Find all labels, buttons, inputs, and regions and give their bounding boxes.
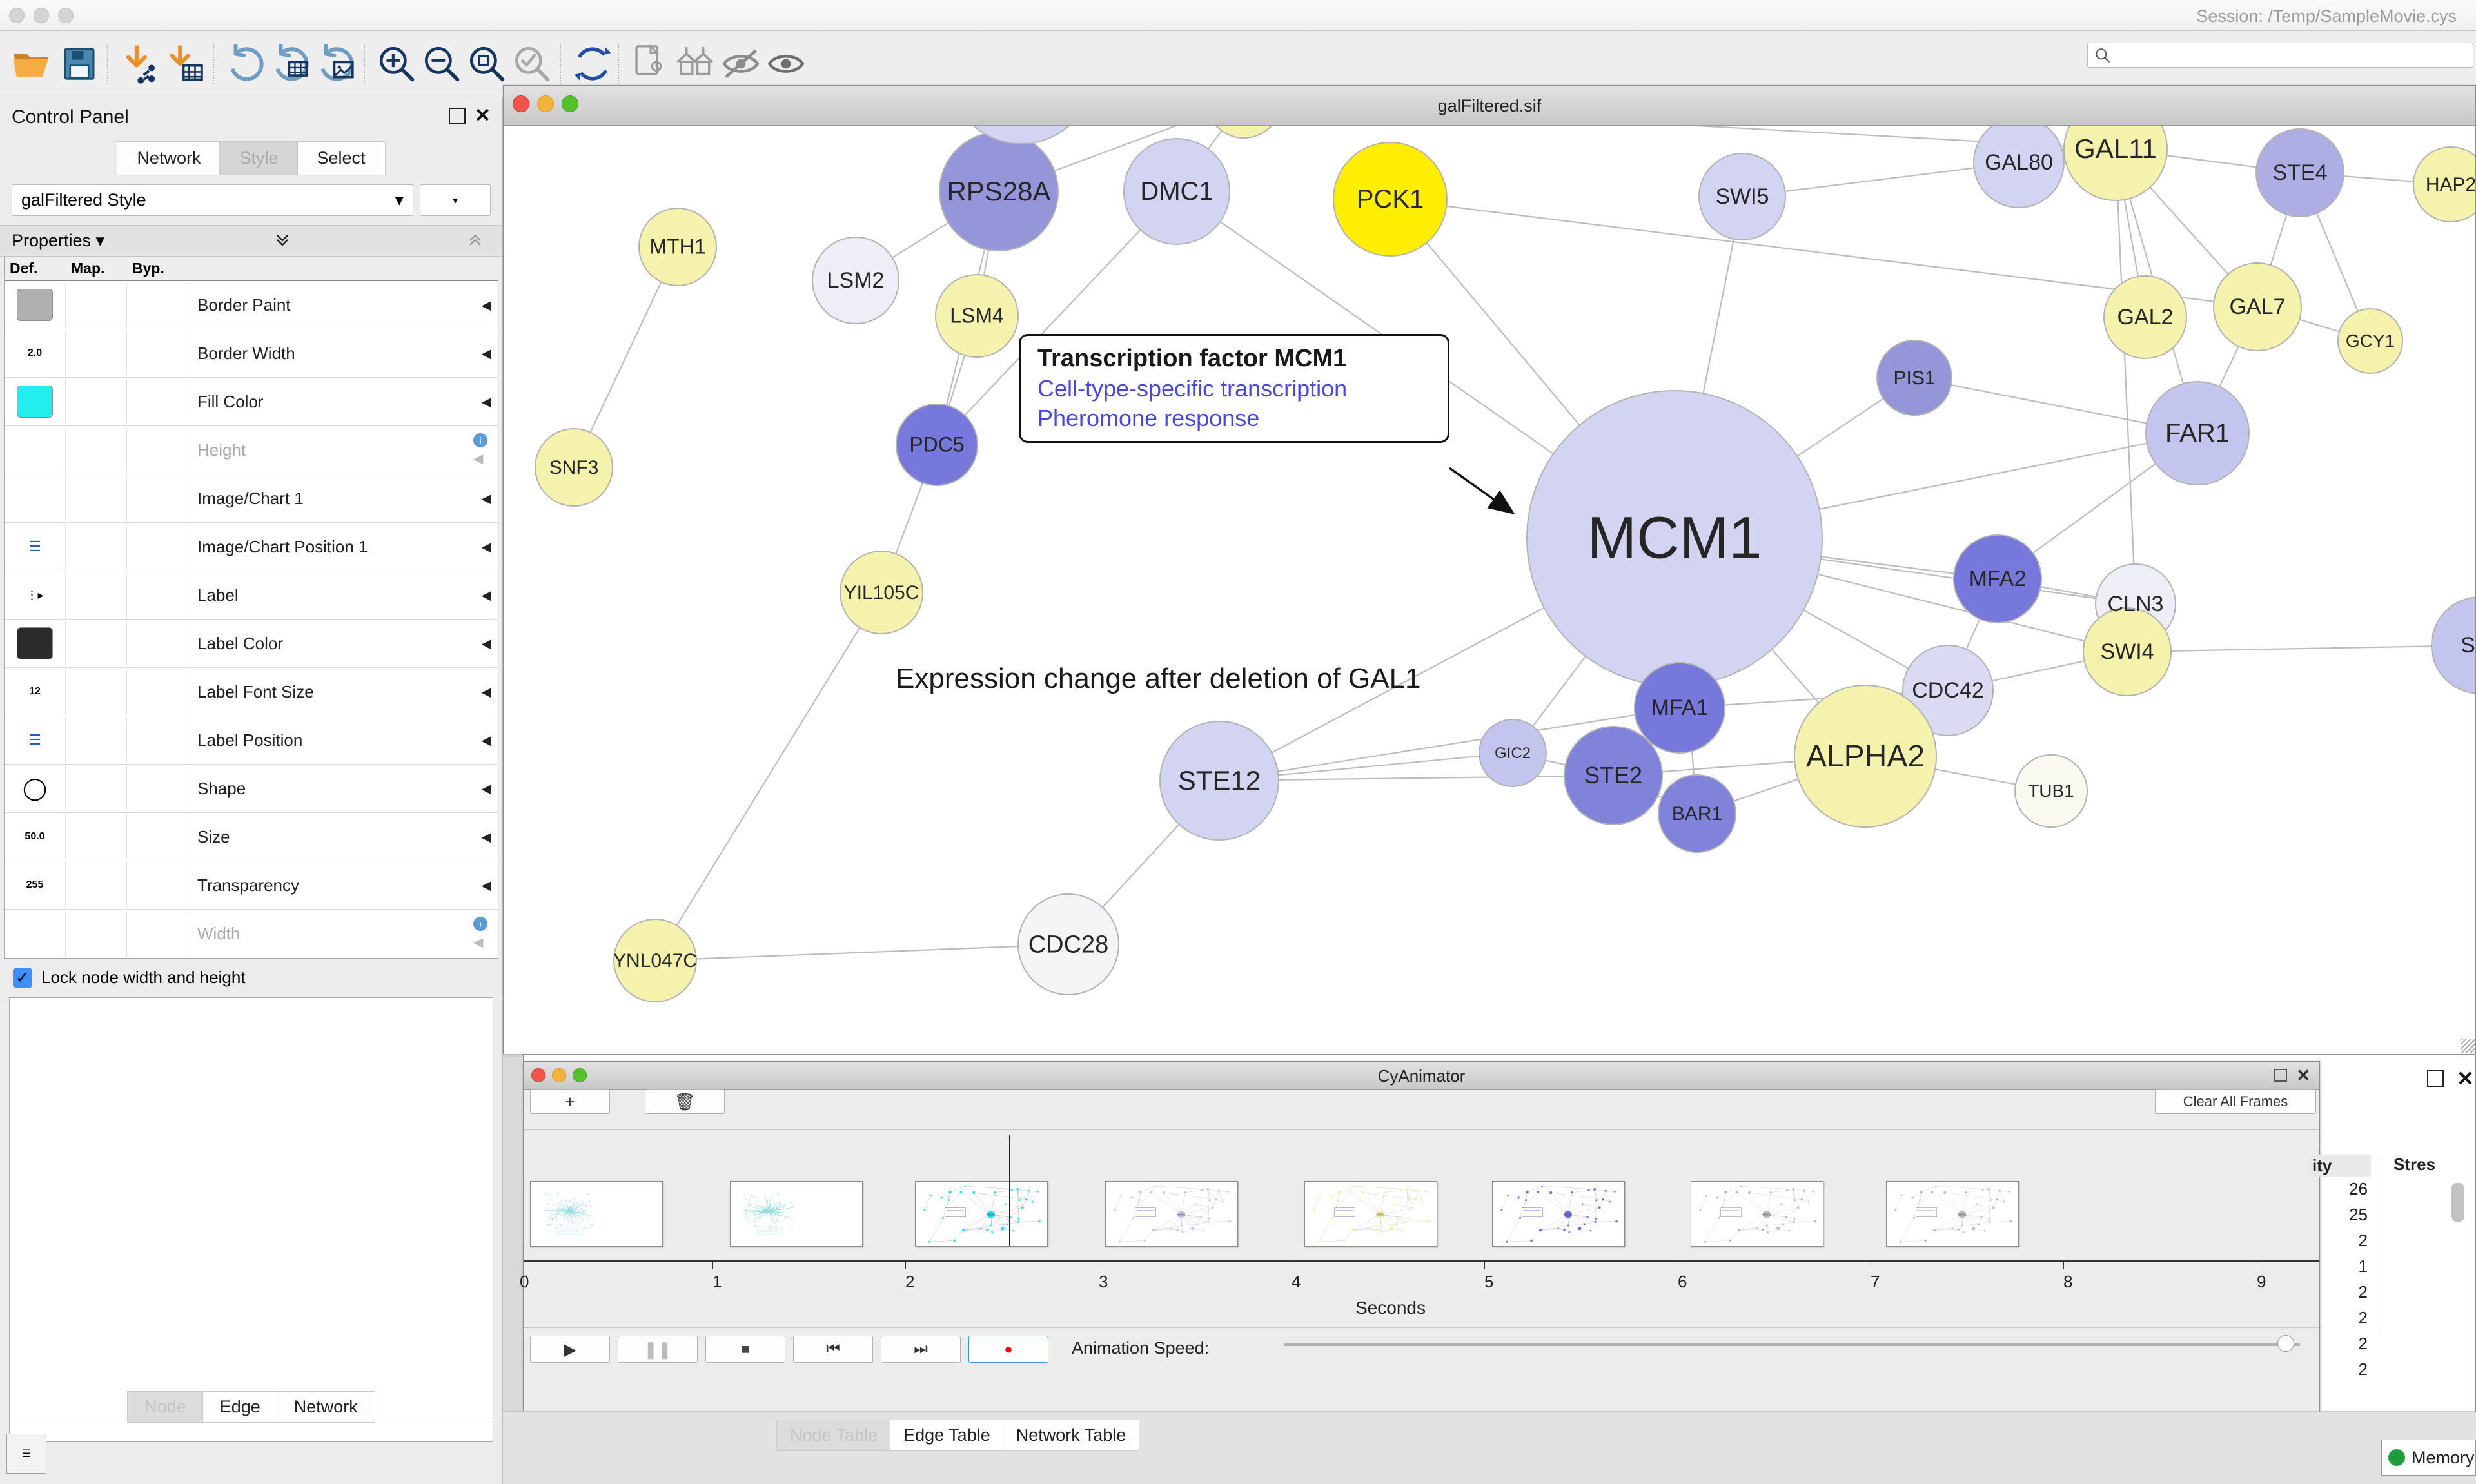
svg-text:MCM1: MCM1	[1376, 1213, 1384, 1216]
svg-text:FAR1: FAR1	[2165, 419, 2230, 447]
svg-text:BAR1: BAR1	[1672, 803, 1722, 825]
svg-text:GAL7: GAL7	[2230, 295, 2286, 319]
svg-text:MCM1: MCM1	[1958, 1213, 1966, 1216]
svg-text:GAL11: GAL11	[2074, 133, 2157, 164]
svg-text:PIS1: PIS1	[1893, 367, 1935, 389]
svg-text:ALPHA2: ALPHA2	[1806, 739, 1925, 774]
svg-text:GCY1: GCY1	[2346, 331, 2395, 351]
svg-text:MCM1: MCM1	[987, 1213, 995, 1216]
svg-text:STE12: STE12	[1178, 765, 1261, 796]
svg-text:SWI4: SWI4	[2100, 639, 2154, 664]
svg-text:MCM1: MCM1	[1587, 505, 1762, 571]
svg-text:CDC28: CDC28	[1028, 932, 1109, 959]
svg-text:PCK1: PCK1	[1357, 185, 1424, 213]
svg-text:PDC5: PDC5	[909, 433, 964, 456]
svg-text:MTH1: MTH1	[649, 235, 705, 259]
svg-text:LSM2: LSM2	[827, 268, 885, 293]
svg-text:GIC2: GIC2	[1495, 745, 1531, 762]
svg-text:LSM4: LSM4	[950, 304, 1004, 327]
svg-text:STE4: STE4	[2272, 161, 2327, 185]
svg-text:TUB1: TUB1	[2028, 781, 2074, 801]
svg-text:SWI5: SWI5	[1715, 184, 1769, 209]
svg-text:MFA1: MFA1	[1651, 696, 1709, 720]
svg-text:RPS28A: RPS28A	[947, 176, 1050, 206]
svg-text:SLT: SLT	[2461, 633, 2475, 658]
svg-text:STE2: STE2	[1584, 762, 1642, 788]
svg-text:GAL80: GAL80	[1985, 150, 2053, 175]
svg-text:YNL047C: YNL047C	[613, 950, 697, 971]
svg-text:CLN3: CLN3	[2108, 592, 2164, 616]
svg-text:HAP2: HAP2	[2426, 174, 2475, 195]
svg-text:CDC42: CDC42	[1912, 678, 1983, 703]
svg-text:MCM1: MCM1	[1177, 1213, 1185, 1216]
svg-text:DMC1: DMC1	[1140, 177, 1213, 206]
svg-text:YIL105C: YIL105C	[844, 582, 919, 603]
svg-text:MFA2: MFA2	[1969, 567, 2027, 591]
svg-text:MCM1: MCM1	[1762, 1213, 1771, 1216]
svg-text:GAL2: GAL2	[2117, 305, 2174, 329]
svg-text:MCM1: MCM1	[1564, 1213, 1572, 1216]
svg-text:SNF3: SNF3	[549, 457, 599, 478]
